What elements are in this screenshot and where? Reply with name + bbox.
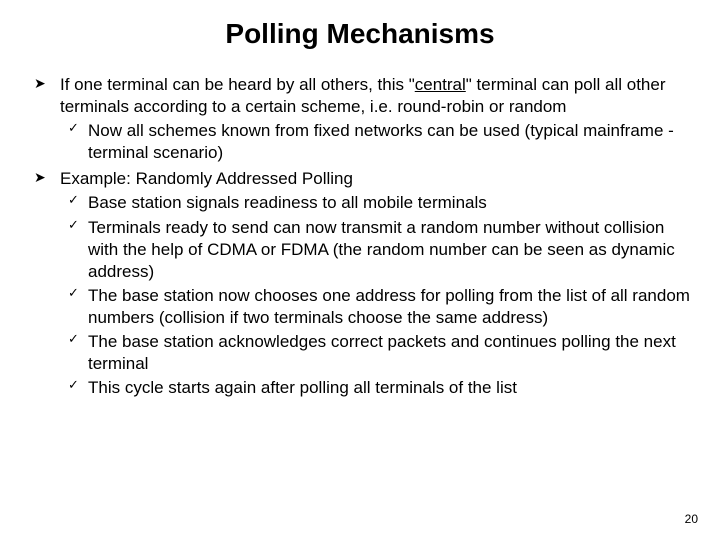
bullet-item: If one terminal can be heard by all othe…	[24, 74, 696, 164]
sub-bullet-item: The base station acknowledges correct pa…	[60, 331, 696, 375]
sub-bullet-item: The base station now chooses one address…	[60, 285, 696, 329]
bullet-list: If one terminal can be heard by all othe…	[24, 74, 696, 399]
sub-bullet-item: Base station signals readiness to all mo…	[60, 192, 696, 214]
bullet-text-underlined: central	[415, 75, 466, 94]
slide: Polling Mechanisms If one terminal can b…	[0, 0, 720, 540]
slide-title: Polling Mechanisms	[24, 18, 696, 50]
sub-bullet-list: Base station signals readiness to all mo…	[60, 192, 696, 399]
sub-bullet-item: Now all schemes known from fixed network…	[60, 120, 696, 164]
sub-bullet-list: Now all schemes known from fixed network…	[60, 120, 696, 164]
sub-bullet-item: This cycle starts again after polling al…	[60, 377, 696, 399]
bullet-text: Example: Randomly Addressed Polling	[60, 169, 353, 188]
sub-bullet-item: Terminals ready to send can now transmit…	[60, 217, 696, 283]
bullet-text-prefix: If one terminal can be heard by all othe…	[60, 75, 415, 94]
page-number: 20	[685, 512, 698, 526]
bullet-item: Example: Randomly Addressed Polling Base…	[24, 168, 696, 399]
